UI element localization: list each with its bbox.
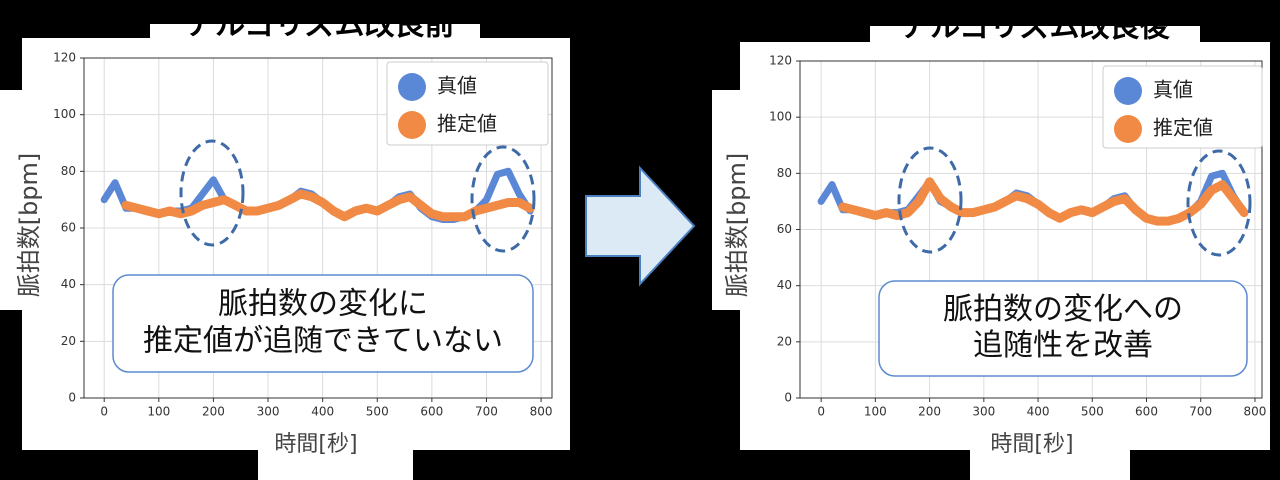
x-tick-label: 0 (817, 405, 825, 419)
x-tick-label: 600 (420, 405, 443, 419)
highlight-ellipse (897, 146, 963, 254)
y-tick-label: 100 (53, 107, 76, 121)
x-tick-label: 400 (1027, 405, 1050, 419)
plot-frame (83, 57, 553, 399)
x-tick-label: 400 (311, 405, 334, 419)
y-tick-label: 120 (53, 51, 76, 65)
annotation-text: 推定値が追随できていない (143, 323, 503, 358)
x-tick-label: 500 (1081, 405, 1104, 419)
annotation-box (112, 274, 534, 373)
x-tick-label: 100 (864, 405, 887, 419)
legend-marker (1114, 77, 1142, 105)
x-tick-label: 700 (475, 405, 498, 419)
arrow (585, 165, 696, 287)
panel (870, 26, 1200, 42)
y-tick-label: 120 (769, 54, 792, 68)
panel (712, 90, 740, 310)
legend-label: 真値 (437, 74, 477, 98)
panel (970, 430, 1130, 480)
y-axis-label: 脈拍数[bpm] (15, 153, 43, 298)
panel (0, 90, 22, 310)
x-tick-label: 300 (257, 405, 280, 419)
x-tick-label: 200 (918, 405, 941, 419)
x-tick-label: 600 (1135, 405, 1158, 419)
panel (150, 24, 480, 38)
chart-title: アルゴリズム改良後 (900, 10, 1170, 45)
legend-label: 真値 (1153, 78, 1193, 102)
legend-box (386, 61, 549, 146)
annotation-box (878, 280, 1248, 377)
x-tick-label: 800 (530, 405, 553, 419)
x-tick-label: 200 (202, 405, 225, 419)
y-tick-label: 40 (61, 277, 76, 291)
series-line (838, 177, 1249, 226)
highlight-ellipse (1186, 149, 1252, 257)
y-tick-label: 0 (68, 391, 76, 405)
legend-marker (398, 73, 426, 101)
legend-box (1102, 65, 1263, 149)
annotation-text: 追随性を改善 (973, 328, 1153, 363)
annotation-text: 脈拍数の変化に (218, 287, 428, 322)
y-tick-label: 20 (61, 334, 76, 348)
y-tick-label: 100 (769, 110, 792, 124)
plot-frame (799, 60, 1263, 399)
x-axis-label: 時間[秒] (990, 432, 1073, 457)
y-tick-label: 60 (777, 222, 792, 236)
y-tick-label: 80 (777, 166, 792, 180)
x-tick-label: 300 (972, 405, 995, 419)
y-tick-label: 20 (777, 334, 792, 348)
x-axis-label: 時間[秒] (274, 432, 357, 457)
chart-title: アルゴリズム改良前 (185, 8, 454, 43)
x-tick-label: 800 (1243, 405, 1266, 419)
y-tick-label: 0 (784, 391, 792, 405)
annotation-text: 脈拍数の変化への (943, 292, 1183, 327)
x-tick-label: 500 (366, 405, 389, 419)
legend-marker (398, 111, 426, 139)
legend-marker (1114, 115, 1142, 143)
x-tick-label: 100 (147, 405, 170, 419)
legend-label: 推定値 (437, 112, 497, 136)
highlight-ellipse (179, 139, 245, 247)
y-tick-label: 80 (61, 164, 76, 178)
panel (258, 430, 413, 480)
y-tick-label: 60 (61, 221, 76, 235)
y-tick-label: 40 (777, 278, 792, 292)
legend-label: 推定値 (1153, 116, 1213, 140)
highlight-ellipse (470, 145, 536, 253)
x-tick-label: 0 (100, 405, 108, 419)
y-axis-label: 脈拍数[bpm] (723, 153, 751, 298)
series-line (121, 189, 535, 222)
x-tick-label: 700 (1189, 405, 1212, 419)
